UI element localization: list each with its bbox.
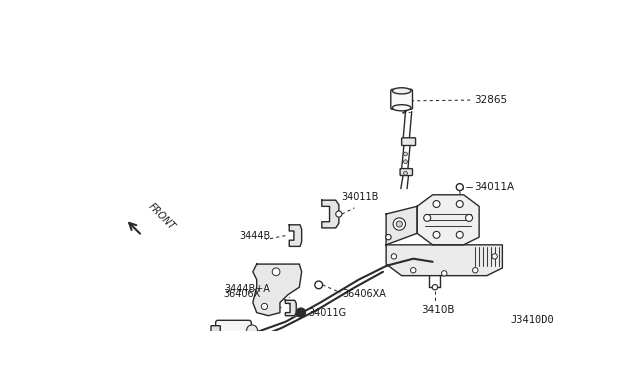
Circle shape (315, 281, 323, 289)
Circle shape (433, 201, 440, 208)
Circle shape (404, 160, 408, 164)
Circle shape (424, 214, 431, 221)
FancyBboxPatch shape (211, 326, 220, 335)
Text: FRONT: FRONT (146, 201, 177, 232)
Circle shape (432, 285, 438, 290)
Circle shape (336, 211, 342, 217)
Circle shape (386, 234, 391, 240)
Circle shape (261, 303, 268, 310)
Circle shape (404, 171, 408, 175)
Polygon shape (289, 225, 301, 246)
Polygon shape (386, 245, 502, 276)
Circle shape (404, 152, 408, 156)
Text: 3444B: 3444B (239, 231, 270, 241)
Polygon shape (253, 264, 301, 316)
Circle shape (246, 325, 257, 336)
Circle shape (296, 308, 305, 317)
Circle shape (472, 267, 478, 273)
FancyBboxPatch shape (402, 138, 415, 145)
Circle shape (272, 268, 280, 276)
Circle shape (456, 201, 463, 208)
Text: 3410B: 3410B (421, 305, 454, 315)
Polygon shape (386, 206, 417, 245)
Text: 36406X: 36406X (223, 289, 260, 299)
FancyBboxPatch shape (204, 340, 212, 350)
Circle shape (465, 214, 472, 221)
Text: 34011G: 34011G (308, 308, 347, 318)
Circle shape (433, 231, 440, 238)
Circle shape (239, 340, 250, 350)
Circle shape (410, 267, 416, 273)
Polygon shape (322, 200, 339, 228)
Ellipse shape (392, 105, 411, 111)
Circle shape (393, 218, 406, 230)
FancyBboxPatch shape (208, 335, 244, 355)
Circle shape (456, 231, 463, 238)
Text: J3410D0: J3410D0 (510, 315, 554, 325)
Text: 34011A: 34011A (474, 182, 514, 192)
Circle shape (492, 254, 497, 259)
FancyBboxPatch shape (216, 320, 252, 340)
Ellipse shape (392, 88, 411, 94)
Text: 32865: 32865 (474, 95, 507, 105)
Polygon shape (417, 195, 479, 245)
FancyBboxPatch shape (391, 89, 412, 109)
Polygon shape (285, 300, 296, 316)
FancyBboxPatch shape (400, 169, 412, 176)
Text: 36406XA: 36406XA (342, 289, 386, 299)
Text: 34011B: 34011B (341, 192, 378, 202)
Circle shape (442, 271, 447, 276)
Text: 3444B+A: 3444B+A (224, 285, 270, 295)
Circle shape (396, 221, 403, 227)
Circle shape (391, 254, 397, 259)
Circle shape (456, 184, 463, 190)
